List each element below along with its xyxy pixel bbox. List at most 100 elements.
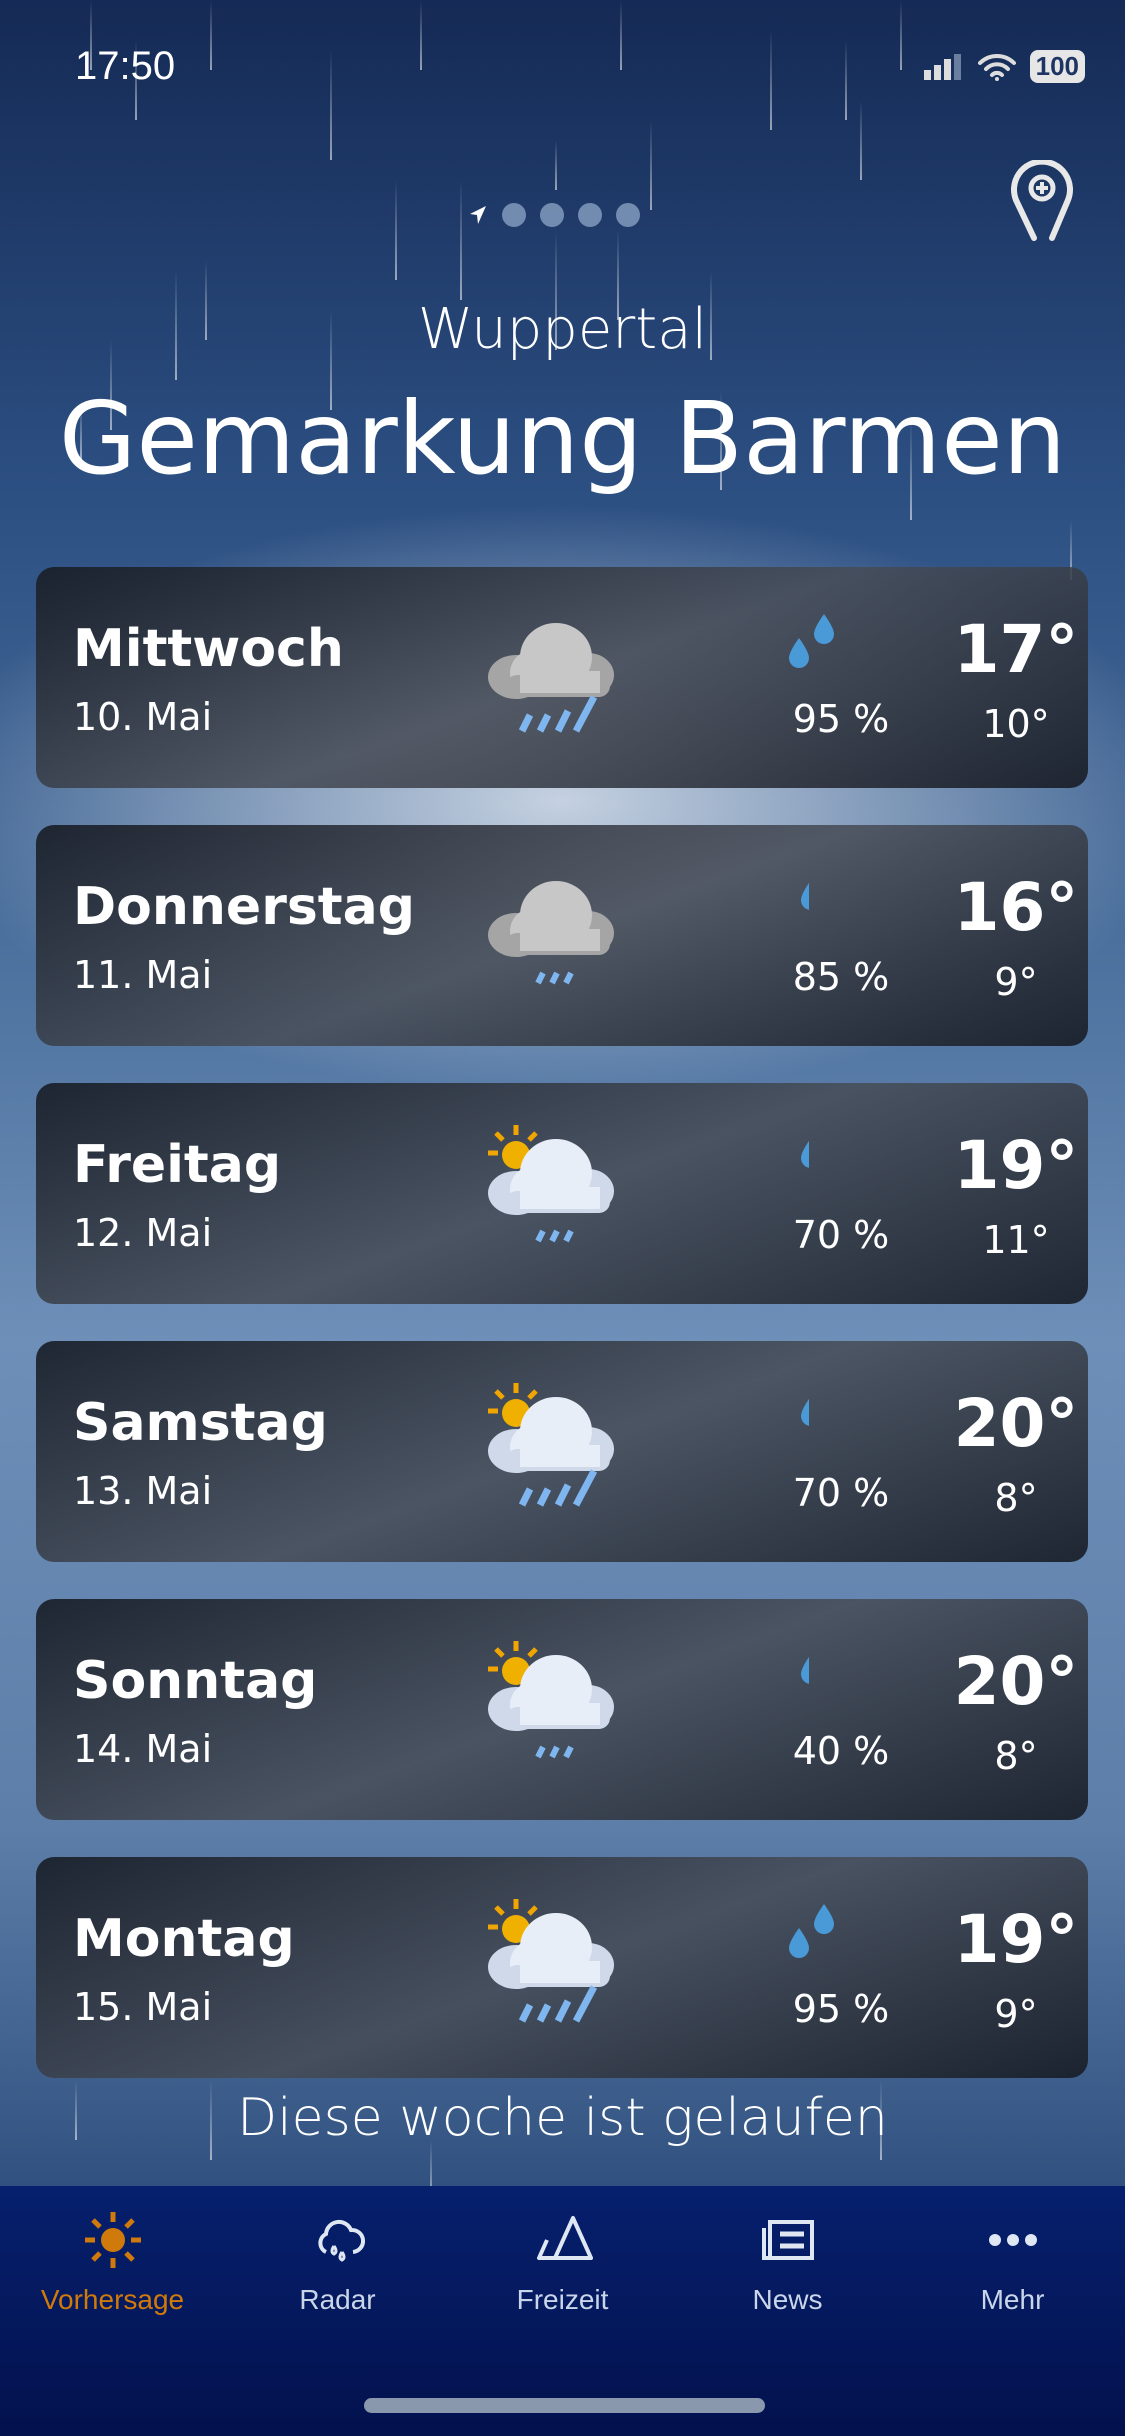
day-date: 15. Mai [73,1985,213,2029]
city-name: Wuppertal [417,297,708,362]
sun-cloud-heavy-rain-icon [488,1899,614,2023]
rain-streak [110,340,112,430]
precip-probability: 40 % [792,1729,890,1773]
temp-low: 8° [994,1476,1038,1520]
precip-probability: 70 % [792,1213,890,1257]
add-location-pin-icon[interactable] [1006,160,1078,244]
page-dot[interactable] [616,203,640,227]
cloud-heavy-rain-icon [488,623,614,733]
rain-streak [720,390,722,490]
tab-bar: Vorhersage Radar Freizeit News Mehr [0,2186,1125,2436]
rain-streak [205,260,207,340]
day-date: 14. Mai [73,1727,213,1771]
weather-icon [476,607,636,741]
tab-label: Freizeit [516,2284,609,2315]
page-dot[interactable] [578,203,602,227]
rain-streak [175,270,177,380]
rain-streak [1070,520,1072,580]
drop-icon [801,1654,821,1684]
page-indicator[interactable] [468,203,640,227]
precip-probability: 85 % [792,955,890,999]
page-dot[interactable] [502,203,526,227]
rain-streak [650,120,652,210]
precip-icon [781,1902,841,1966]
day-date: 13. Mai [73,1469,213,1513]
rain-streak [80,400,82,460]
temp-high: 20° [953,1385,1079,1462]
rain-streak [135,40,137,120]
day-name: Montag [73,1909,295,1969]
precip-icon [749,1644,821,1708]
forecast-day-card[interactable]: Mittwoch 10. Mai 95 % 17° 10° [36,567,1088,788]
location-name: Gemarkung Barmen [58,380,1067,497]
precip-probability: 95 % [792,697,890,741]
sun-cloud-heavy-rain-icon [488,1383,614,1507]
home-indicator[interactable] [364,2398,765,2413]
location-arrow-icon [470,206,486,224]
rain-streak [210,0,212,70]
temp-high: 17° [953,611,1079,688]
tab-radar[interactable]: Radar [225,2210,450,2316]
rain-streak [620,0,622,70]
precip-icon [781,612,841,676]
rain-streak [330,50,332,160]
temp-low: 9° [994,1992,1038,2036]
newspaper-icon [761,2220,814,2260]
forecast-day-card[interactable]: Freitag 12. Mai 70 % 19° 11° [36,1083,1088,1304]
page-dot[interactable] [540,203,564,227]
precip-icon [749,1128,821,1192]
drop-icon [801,1138,821,1168]
temp-low: 9° [994,960,1038,1004]
tab-label: Radar [299,2284,376,2315]
temp-low: 8° [994,1734,1038,1778]
drop-icon [801,1396,821,1426]
rain-streak [90,0,92,70]
rain-streak [395,180,397,280]
rain-streak [845,40,847,120]
forecast-day-card[interactable]: Donnerstag 11. Mai 85 % 16° 9° [36,825,1088,1046]
drop-icon [801,880,821,910]
weather-icon [476,1381,636,1515]
weather-icon [476,1123,636,1257]
temp-high: 19° [953,1127,1079,1204]
rain-streak [460,180,462,300]
status-icons: 100 [923,50,1085,83]
rain-streak [770,30,772,130]
precip-probability: 70 % [792,1471,890,1515]
mountain-icon [536,2216,593,2260]
forecast-day-card[interactable]: Sonntag 14. Mai 40 % 20° 8° [36,1599,1088,1820]
temp-high: 16° [953,869,1079,946]
rain-streak [900,0,902,70]
rain-streak [210,2080,212,2160]
day-name: Samstag [73,1393,328,1453]
day-date: 11. Mai [73,953,213,997]
tab-label: News [752,2284,823,2315]
rain-streak [555,140,557,190]
day-name: Sonntag [73,1651,318,1711]
double-drop-icon [789,614,834,668]
day-date: 12. Mai [73,1211,213,1255]
sun-cloud-light-rain-icon [488,1125,614,1243]
footer-text: Diese woche ist gelaufen [237,2088,888,2148]
sun-cloud-light-rain-icon [488,1641,614,1759]
day-name: Mittwoch [73,619,344,679]
forecast-day-card[interactable]: Montag 15. Mai 95 % 19° 9° [36,1857,1088,2078]
forecast-day-card[interactable]: Samstag 13. Mai 70 % 20° 8° [36,1341,1088,1562]
rain-streak [880,2080,882,2160]
rain-streak [617,230,619,320]
tab-vorhersage[interactable]: Vorhersage [0,2210,225,2316]
temp-low: 10° [982,702,1050,746]
day-name: Donnerstag [73,877,415,937]
signal-icon [923,53,961,80]
tab-freizeit[interactable]: Freizeit [450,2210,675,2316]
temp-high: 20° [953,1643,1079,1720]
more-dots-icon [988,2234,1037,2246]
day-date: 10. Mai [73,695,213,739]
rain-streak [430,2140,432,2200]
tab-label: Vorhersage [40,2284,185,2315]
cloud-light-rain-icon [488,881,614,985]
tab-mehr[interactable]: Mehr [900,2210,1125,2316]
rain-streak [910,420,912,520]
weather-icon [476,865,636,999]
tab-news[interactable]: News [675,2210,900,2316]
